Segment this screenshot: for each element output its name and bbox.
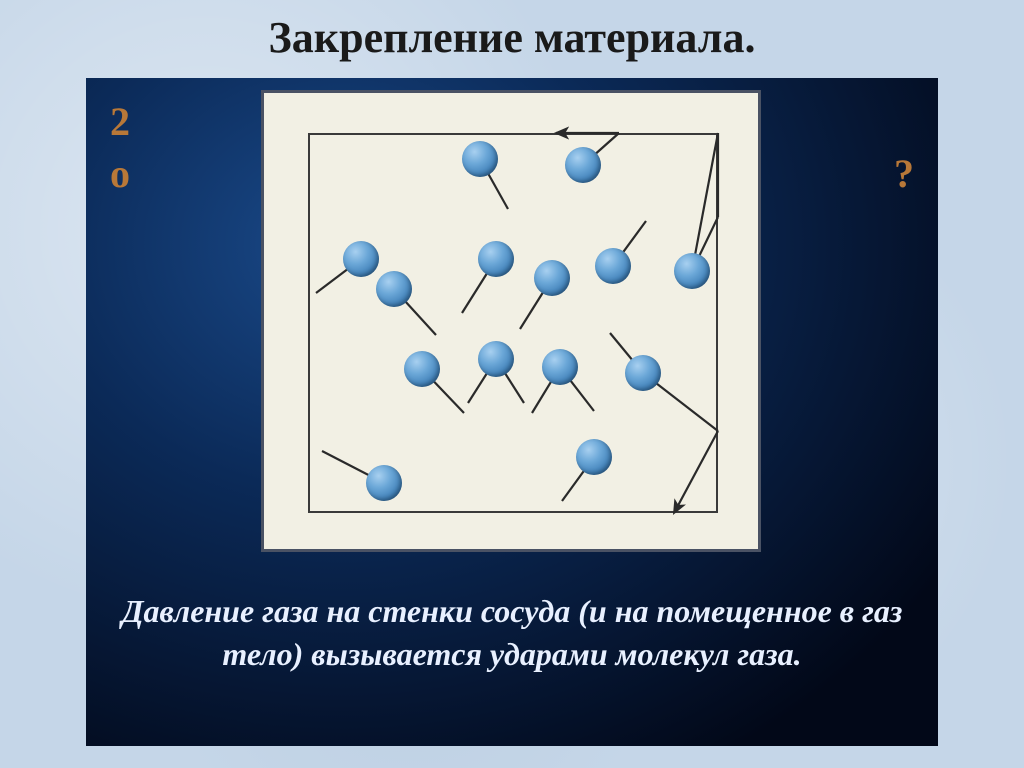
molecule	[366, 465, 402, 501]
hidden-qmark: ?	[894, 150, 914, 197]
molecule	[376, 271, 412, 307]
molecule	[625, 355, 661, 391]
molecule-arrows-svg	[264, 93, 764, 555]
molecule	[534, 260, 570, 296]
molecule	[674, 253, 710, 289]
hidden-text-1: 2	[110, 98, 130, 145]
diagram-box	[261, 90, 761, 552]
caption-text: Давление газа на стенки сосуда (и на пом…	[86, 590, 938, 676]
molecule	[462, 141, 498, 177]
molecule	[565, 147, 601, 183]
molecule	[576, 439, 612, 475]
page-title: Закрепление материала.	[0, 12, 1024, 63]
molecule	[595, 248, 631, 284]
molecule	[478, 341, 514, 377]
molecule	[542, 349, 578, 385]
molecule	[343, 241, 379, 277]
hidden-text-2: о	[110, 150, 130, 197]
molecule	[404, 351, 440, 387]
molecule	[478, 241, 514, 277]
